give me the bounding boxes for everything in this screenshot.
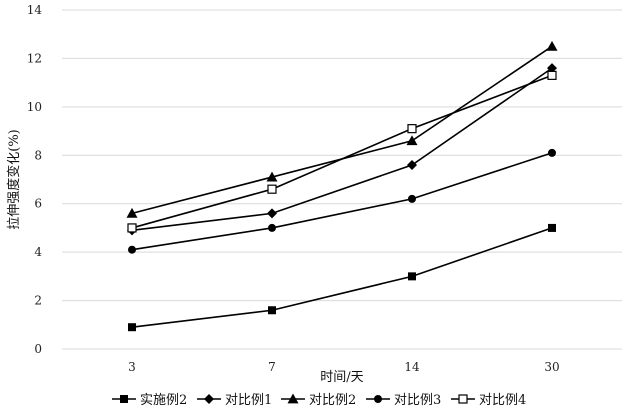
legend-marker (287, 393, 299, 404)
x-axis-ticks: 3 7 14 30 (128, 360, 559, 374)
y-tick-label: 10 (27, 100, 42, 114)
data-point (407, 124, 417, 134)
legend-label: 对比例2 (309, 393, 356, 408)
data-point (266, 171, 278, 182)
data-point (268, 306, 276, 315)
x-tick-label: 7 (268, 360, 276, 374)
data-point (548, 148, 556, 157)
legend-label: 对比例3 (394, 393, 441, 408)
data-point (128, 323, 136, 332)
data-point (408, 194, 416, 203)
series-line-5 (131, 74, 553, 229)
x-tick-label: 30 (544, 360, 559, 374)
legend-label: 对比例1 (225, 393, 272, 408)
data-point (546, 40, 558, 51)
y-tick-label: 2 (34, 294, 42, 308)
y-tick-label: 14 (27, 3, 43, 17)
data-point (267, 184, 277, 194)
series-line-3 (131, 45, 553, 215)
legend-marker (374, 395, 382, 403)
data-point (547, 70, 557, 80)
y-axis-ticks: 0 2 4 6 8 10 12 14 (27, 3, 43, 356)
legend-marker (204, 394, 214, 404)
data-point (268, 223, 276, 232)
data-point (127, 223, 137, 233)
data-point (406, 135, 418, 146)
series-line-4 (131, 152, 553, 251)
data-point (267, 208, 277, 219)
data-point (547, 63, 557, 74)
legend: 实施例2 对比例1 对比例2 对比例3 对比例4 (112, 393, 526, 408)
y-tick-label: 8 (34, 148, 42, 162)
x-tick-label: 3 (128, 360, 136, 374)
y-axis-label: 拉伸强度变化(%) (6, 129, 22, 230)
series-lines (131, 45, 553, 329)
legend-marker (458, 394, 468, 404)
series-line-2 (131, 67, 553, 232)
x-axis-label: 时间/天 (320, 370, 363, 385)
y-tick-label: 4 (34, 245, 42, 259)
series-markers (126, 40, 558, 332)
data-point (407, 159, 417, 170)
data-point (408, 272, 416, 281)
data-point (548, 223, 556, 232)
legend-label: 对比例4 (479, 393, 526, 408)
x-tick-label: 14 (404, 360, 420, 374)
legend-marker (120, 395, 128, 403)
data-point (126, 207, 138, 218)
y-tick-label: 0 (34, 342, 42, 356)
y-tick-label: 6 (34, 197, 42, 211)
y-tick-label: 12 (27, 51, 42, 65)
legend-label: 实施例2 (140, 393, 187, 408)
series-line-1 (131, 227, 553, 329)
gridlines (62, 9, 622, 350)
data-point (128, 245, 136, 254)
